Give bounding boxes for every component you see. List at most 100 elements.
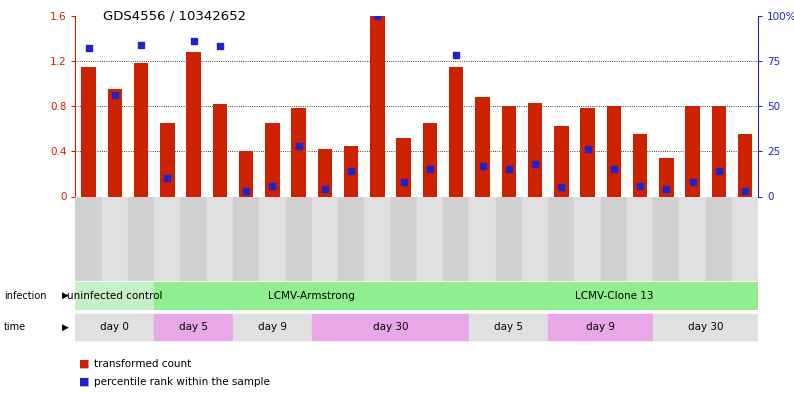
Text: day 30: day 30 — [373, 322, 408, 332]
Text: day 9: day 9 — [258, 322, 287, 332]
Bar — [291, 108, 306, 196]
Point — [397, 179, 410, 185]
Bar — [154, 196, 180, 281]
Bar — [312, 314, 469, 340]
Text: day 0: day 0 — [100, 322, 129, 332]
Text: GDS4556 / 10342652: GDS4556 / 10342652 — [103, 10, 246, 23]
Bar — [75, 196, 102, 281]
Bar — [601, 196, 627, 281]
Bar — [260, 196, 286, 281]
Bar — [469, 314, 548, 340]
Bar — [233, 196, 260, 281]
Point — [83, 45, 95, 51]
Bar — [522, 196, 548, 281]
Bar — [344, 146, 358, 196]
Bar — [102, 196, 128, 281]
Bar — [738, 134, 753, 196]
Bar — [732, 196, 758, 281]
Bar — [213, 104, 227, 196]
Bar — [528, 103, 542, 196]
Text: time: time — [4, 322, 26, 332]
Point — [712, 168, 725, 174]
Bar — [187, 52, 201, 196]
Point — [686, 179, 699, 185]
Text: uninfected control: uninfected control — [67, 291, 163, 301]
Bar — [653, 196, 680, 281]
Bar — [154, 314, 233, 340]
Point — [555, 184, 568, 191]
Point — [424, 166, 437, 173]
Bar — [653, 314, 758, 340]
Text: ■: ■ — [79, 377, 90, 387]
Bar — [580, 108, 595, 196]
Bar — [370, 16, 384, 196]
Point — [450, 52, 463, 59]
Bar — [81, 66, 96, 196]
Bar — [495, 196, 522, 281]
Bar — [396, 138, 411, 196]
Bar — [422, 123, 437, 196]
Bar — [680, 196, 706, 281]
Bar — [574, 196, 601, 281]
Point — [135, 42, 148, 48]
Bar — [391, 196, 417, 281]
Point — [529, 161, 542, 167]
Point — [581, 146, 594, 152]
Bar — [108, 89, 122, 196]
Bar — [659, 158, 673, 196]
Bar — [233, 314, 312, 340]
Bar — [318, 149, 332, 196]
Bar — [476, 97, 490, 196]
Point — [476, 163, 489, 169]
Bar — [633, 134, 647, 196]
Point — [607, 166, 620, 173]
Bar — [364, 196, 391, 281]
Bar — [180, 196, 206, 281]
Point — [345, 168, 357, 174]
Bar — [206, 196, 233, 281]
Point — [660, 186, 673, 193]
Point — [109, 92, 121, 98]
Point — [371, 13, 384, 19]
Text: LCMV-Armstrong: LCMV-Armstrong — [268, 291, 355, 301]
Bar — [449, 66, 464, 196]
Text: day 5: day 5 — [495, 322, 523, 332]
Bar — [128, 196, 154, 281]
Point — [503, 166, 515, 173]
Point — [292, 143, 305, 149]
Text: percentile rank within the sample: percentile rank within the sample — [94, 377, 270, 387]
Text: LCMV-Clone 13: LCMV-Clone 13 — [575, 291, 653, 301]
Bar — [548, 196, 574, 281]
Text: transformed count: transformed count — [94, 358, 191, 369]
Point — [266, 182, 279, 189]
Point — [214, 43, 226, 50]
Bar — [711, 106, 726, 196]
Bar — [554, 127, 569, 196]
Point — [161, 175, 174, 182]
Point — [738, 188, 751, 194]
Bar — [685, 106, 700, 196]
Point — [634, 182, 646, 189]
Bar — [548, 314, 653, 340]
Point — [187, 38, 200, 44]
Bar — [338, 196, 364, 281]
Text: infection: infection — [4, 291, 47, 301]
Bar — [154, 283, 469, 309]
Bar — [443, 196, 469, 281]
Bar — [265, 123, 279, 196]
Point — [240, 188, 252, 194]
Bar — [469, 196, 495, 281]
Point — [318, 186, 331, 193]
Text: day 9: day 9 — [586, 322, 615, 332]
Text: day 5: day 5 — [179, 322, 208, 332]
Bar — [75, 314, 154, 340]
Text: ■: ■ — [79, 358, 90, 369]
Text: day 30: day 30 — [688, 322, 723, 332]
Bar — [286, 196, 312, 281]
Text: ▶: ▶ — [62, 291, 69, 300]
Bar — [627, 196, 653, 281]
Bar — [134, 63, 148, 196]
Bar — [417, 196, 443, 281]
Bar — [239, 151, 253, 196]
Text: ▶: ▶ — [62, 323, 69, 332]
